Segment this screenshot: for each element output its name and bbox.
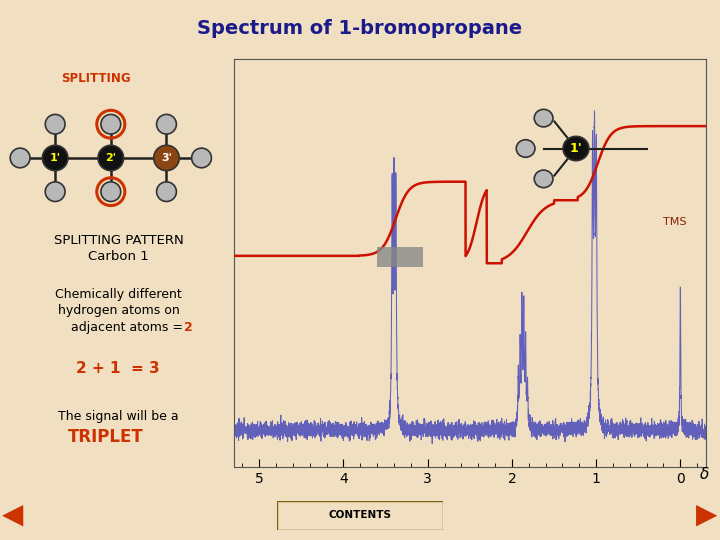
Circle shape xyxy=(156,114,176,134)
Circle shape xyxy=(10,148,30,168)
Text: 2': 2' xyxy=(105,153,117,163)
Text: Spectrum of 1-bromopropane: Spectrum of 1-bromopropane xyxy=(197,19,523,38)
Circle shape xyxy=(101,182,121,201)
Circle shape xyxy=(516,140,535,157)
Circle shape xyxy=(156,182,176,201)
Text: $\delta$: $\delta$ xyxy=(699,465,709,482)
Text: SPLITTING: SPLITTING xyxy=(61,72,131,85)
Circle shape xyxy=(98,145,124,171)
Text: TRIPLET: TRIPLET xyxy=(68,428,144,447)
Circle shape xyxy=(42,145,68,171)
Circle shape xyxy=(534,170,553,188)
Circle shape xyxy=(101,114,121,134)
Circle shape xyxy=(563,137,589,160)
Text: Carbon 1: Carbon 1 xyxy=(89,250,149,263)
Text: ◀: ◀ xyxy=(2,500,24,528)
Text: SPLITTING PATTERN: SPLITTING PATTERN xyxy=(54,234,184,247)
Text: 3': 3' xyxy=(161,153,172,163)
Circle shape xyxy=(534,109,553,127)
Text: CONTENTS: CONTENTS xyxy=(328,510,392,521)
Text: 2 + 1  = 3: 2 + 1 = 3 xyxy=(76,361,159,376)
Text: hydrogen atoms on: hydrogen atoms on xyxy=(58,304,180,317)
Circle shape xyxy=(45,114,65,134)
Bar xyxy=(377,247,423,267)
Text: 1': 1' xyxy=(50,153,60,163)
Circle shape xyxy=(192,148,212,168)
Text: adjacent atoms =: adjacent atoms = xyxy=(71,321,186,334)
Text: TMS: TMS xyxy=(663,218,687,227)
Text: The signal will be a: The signal will be a xyxy=(58,410,179,423)
Text: ▶: ▶ xyxy=(696,500,718,528)
Circle shape xyxy=(45,182,65,201)
Text: Chemically different: Chemically different xyxy=(55,288,182,301)
Circle shape xyxy=(153,145,179,171)
Text: 2: 2 xyxy=(184,321,192,334)
Text: 1': 1' xyxy=(570,142,582,155)
